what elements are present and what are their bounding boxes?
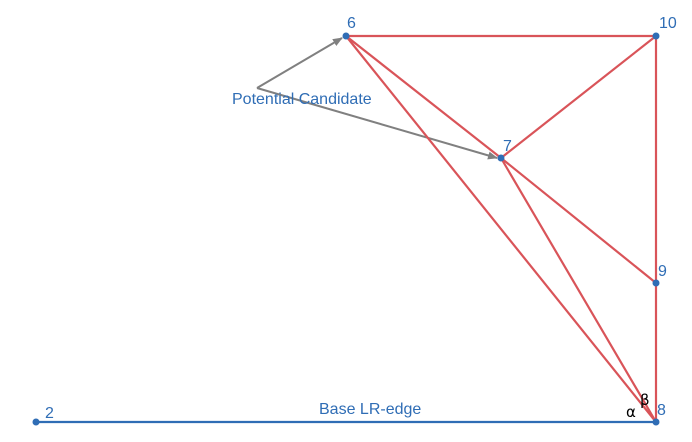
arrow-to-7 xyxy=(256,87,498,160)
base-lr-edge-label: Base LR-edge xyxy=(319,401,421,418)
points xyxy=(32,32,660,426)
edge-7-8 xyxy=(500,157,657,423)
point-10 xyxy=(652,32,660,40)
label-point-2: 2 xyxy=(45,405,54,422)
arrow-to-6 xyxy=(256,37,343,89)
point-2 xyxy=(32,418,40,426)
label-point-10: 10 xyxy=(659,15,677,32)
label-point-9: 9 xyxy=(658,263,667,280)
alpha-angle-label: α xyxy=(626,403,636,421)
label-point-8: 8 xyxy=(657,402,666,419)
point-9 xyxy=(652,279,660,287)
label-point-6: 6 xyxy=(347,15,356,32)
edge-10-7 xyxy=(500,35,657,159)
point-6 xyxy=(342,32,350,40)
edge-6-8 xyxy=(345,35,657,423)
triangulation-edges xyxy=(345,34,658,423)
beta-angle-label: β xyxy=(640,391,650,409)
point-7 xyxy=(497,154,505,162)
candidate-arrows xyxy=(256,37,498,160)
point-8 xyxy=(652,418,660,426)
potential-candidate-label: Potential Candidate xyxy=(232,91,372,108)
label-point-7: 7 xyxy=(503,138,512,155)
edge-6-7 xyxy=(345,35,502,159)
edge-7-9 xyxy=(500,157,657,284)
